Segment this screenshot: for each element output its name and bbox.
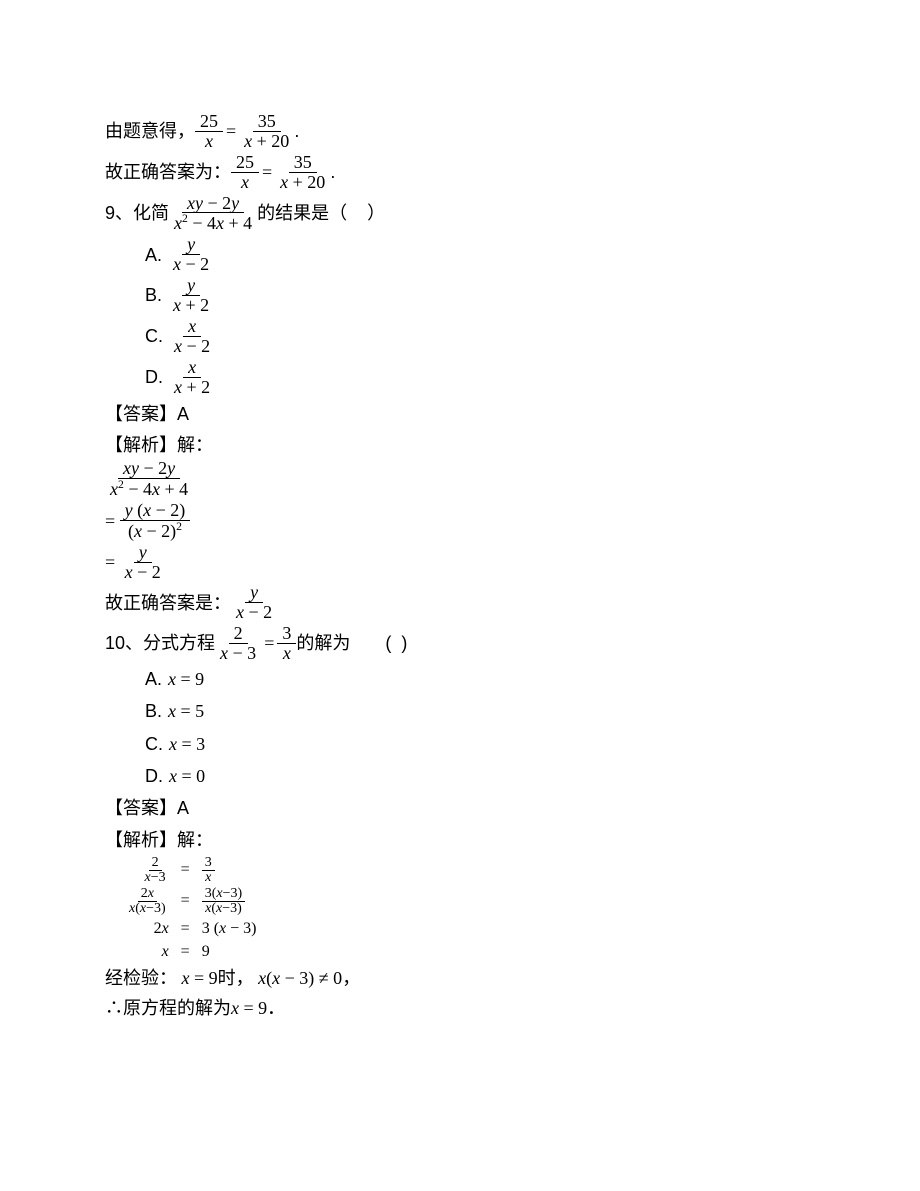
- q9-answer: 【答案】 A: [105, 402, 820, 426]
- q9-number: 9、: [105, 201, 133, 225]
- q9-step2: = y (x − 2) (x − 2)2: [105, 501, 820, 541]
- q9-step1: xy − 2y x2 − 4x + 4: [105, 459, 820, 499]
- eq-sign: =: [223, 119, 239, 143]
- intro-line-1: 由题意得， 25 x = 35 x + 20 .: [105, 112, 820, 151]
- q9-conclusion: 故正确答案是： y x − 2: [105, 583, 820, 622]
- q10-analysis-label: 【解析】解：: [105, 828, 820, 852]
- intro-l2-frac1: 25 x: [231, 153, 259, 192]
- q10-stem: 10、 分式方程 2 x − 3 = 3 x 的解为 ( ): [105, 624, 820, 663]
- q10-number: 10、: [105, 631, 143, 655]
- q9-optB: B. y x + 2: [105, 276, 820, 315]
- q9-stem: 9、 化简 xy − 2y x2 − 4x + 4 的结果是（ ）: [105, 194, 820, 234]
- q9-stem-frac: xy − 2y x2 − 4x + 4: [169, 194, 257, 234]
- q10-answer: 【答案】A: [105, 796, 820, 820]
- intro-l1-pre: 由题意得，: [105, 119, 195, 143]
- intro-l1-frac1: 25 x: [195, 112, 223, 151]
- q10-check: 经检验： x = 9 时， x(x − 3) ≠ 0 ，: [105, 966, 820, 990]
- q10-final: ∴原方程的解为 x = 9 ．: [105, 996, 820, 1020]
- q10-worked-steps: 2x−3 = 3x 2xx(x−3) = 3(x−3)x(x−3) 2x = 3…: [120, 855, 263, 964]
- q10-optD: D. x = 0: [105, 764, 820, 788]
- q9-stem-post: 的结果是（ ）: [257, 201, 385, 225]
- q9-step3: = y x − 2: [105, 543, 820, 582]
- q10-optB: B. x = 5: [105, 699, 820, 723]
- q10-optC: C. x = 3: [105, 732, 820, 756]
- intro-l2-pre: 故正确答案为：: [105, 160, 231, 184]
- q10-optA: A. x = 9: [105, 667, 820, 691]
- intro-line-2: 故正确答案为： 25 x = 35 x + 20 .: [105, 153, 820, 192]
- q9-optC: C. x x − 2: [105, 317, 820, 356]
- intro-l2-frac2: 35 x + 20: [275, 153, 330, 192]
- q9-optD: D. x x + 2: [105, 358, 820, 397]
- intro-l1-frac2: 35 x + 20: [239, 112, 294, 151]
- q9-analysis-label: 【解析】 解：: [105, 433, 820, 457]
- q9-stem-pre: 化简: [133, 201, 169, 225]
- q9-optA: A. y x − 2: [105, 235, 820, 274]
